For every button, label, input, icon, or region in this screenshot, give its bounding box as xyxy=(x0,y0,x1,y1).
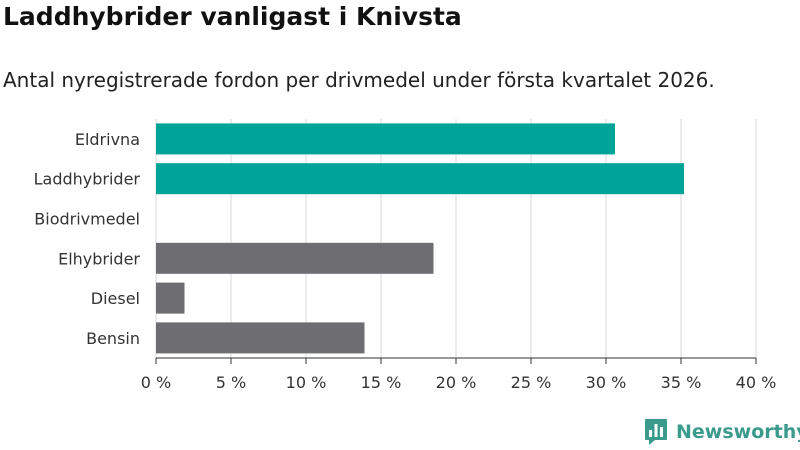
category-label: Diesel xyxy=(91,289,140,308)
category-label-layer: Eldrivna Laddhybrider Biodrivmedel Elhybrid… xyxy=(34,130,141,348)
x-tick-label: 0 % xyxy=(141,373,171,392)
x-tick-label: 20 % xyxy=(436,373,477,392)
x-tick-label: 40 % xyxy=(736,373,777,392)
category-label: Biodrivmedel xyxy=(34,210,140,229)
category-label: Laddhybrider xyxy=(34,170,141,189)
x-tick-label: 10 % xyxy=(286,373,327,392)
grid-layer xyxy=(155,119,757,358)
bar xyxy=(156,163,684,195)
newsworthy-logo-icon xyxy=(645,419,667,445)
x-tick-label: 15 % xyxy=(361,373,402,392)
bar-layer xyxy=(156,123,684,354)
bar xyxy=(156,322,365,354)
bar xyxy=(156,242,434,274)
brand-name: Newsworthy xyxy=(676,421,800,443)
category-label: Elhybrider xyxy=(58,249,140,268)
x-tick-layer: 0 % 5 % 10 % 15 % 20 % 25 % 30 % 35 % 40 % xyxy=(141,357,777,392)
brand-logo: Newsworthy xyxy=(644,418,800,446)
bar xyxy=(156,282,185,314)
bar xyxy=(156,123,615,155)
chart-subtitle: Antal nyregistrerade fordon per drivmede… xyxy=(3,68,715,92)
category-label: Bensin xyxy=(86,329,140,348)
x-tick-label: 5 % xyxy=(216,373,246,392)
x-tick-label: 25 % xyxy=(511,373,552,392)
chart-title: Laddhybrider vanligast i Knivsta xyxy=(3,2,462,31)
x-tick-label: 35 % xyxy=(661,373,702,392)
x-tick-label: 30 % xyxy=(586,373,627,392)
category-label: Eldrivna xyxy=(75,130,140,149)
